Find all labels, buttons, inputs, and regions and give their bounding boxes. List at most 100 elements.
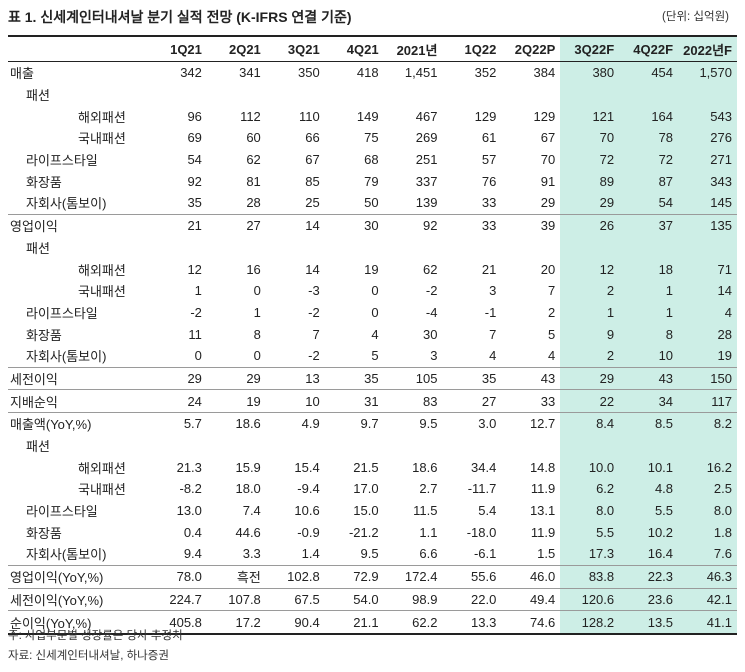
value-cell: 384 bbox=[533, 65, 556, 81]
value-cell: 62 bbox=[246, 152, 261, 168]
table-row: 세전이익(YoY,%) 224.7 107.8 67.5 54.0 98.9 22.0 49.… bbox=[8, 587, 737, 611]
value-cell: 9.5 bbox=[360, 546, 379, 562]
forecast-cell: 17.3 bbox=[560, 543, 620, 566]
row-label: 자회사(톰보이) bbox=[26, 547, 107, 563]
value-cell: 30 bbox=[423, 326, 438, 342]
value-cell bbox=[207, 435, 266, 457]
row-label: 라이프스타일 bbox=[26, 305, 98, 321]
forecast-cell: 10 bbox=[619, 344, 679, 368]
value-cell: 20 bbox=[540, 261, 556, 277]
table-title: 표 1. 신세계인터내셔날 분기 실적 전망 (K-IFRS 연결 기준) bbox=[8, 9, 352, 25]
value-cell: 251 bbox=[415, 152, 438, 168]
value-cell: 5 bbox=[548, 326, 556, 342]
table-row: 화장품 0.4 44.6 -0.9 -21.2 1.1 -18.0 11.9 5.5 10.2 1.… bbox=[8, 521, 737, 544]
row-label: 세전이익(YoY,%) bbox=[8, 587, 149, 611]
column-header-forecast: 3Q22F bbox=[560, 35, 620, 62]
row-label: 순이익(YoY,%) bbox=[8, 610, 149, 635]
row-label: 국내패션 bbox=[78, 131, 126, 147]
table-row: 자회사(톰보이) 35 28 25 50 139 33 29 29 54 145 bbox=[8, 192, 737, 215]
forecast-cell: 28 bbox=[678, 323, 737, 345]
row-label: 국내패션 bbox=[78, 482, 126, 498]
table-row: 영업이익 21 27 14 30 92 33 39 26 37 135 bbox=[8, 213, 737, 237]
forecast-cell: 271 bbox=[678, 148, 737, 171]
value-cell: 15.0 bbox=[353, 503, 379, 519]
forecast-cell: 71 bbox=[678, 258, 737, 280]
value-cell bbox=[325, 435, 384, 457]
value-cell: 11.9 bbox=[530, 481, 556, 497]
forecast-cell: 1,570 bbox=[678, 61, 737, 84]
table-row: 세전이익 29 29 13 35 105 35 43 29 43 150 bbox=[8, 366, 737, 390]
column-header: 4Q21 bbox=[324, 35, 384, 62]
forecast-cell: 9 bbox=[560, 323, 620, 345]
forecast-cell: 19 bbox=[678, 344, 737, 368]
column-header: 1Q22 bbox=[442, 35, 502, 62]
row-label: 라이프스타일 bbox=[26, 504, 98, 520]
row-label: 패션 bbox=[26, 88, 50, 104]
value-cell: 흑전 bbox=[206, 564, 266, 588]
forecast-cell: 23.6 bbox=[619, 587, 679, 611]
value-cell: 107.8 bbox=[206, 587, 266, 611]
value-cell: 33 bbox=[481, 195, 497, 211]
value-cell: 10 bbox=[265, 389, 325, 413]
table-row: 화장품 11 8 7 4 30 7 5 9 8 28 bbox=[8, 323, 737, 345]
forecast-cell bbox=[619, 83, 679, 106]
row-label: 자회사(톰보이) bbox=[26, 196, 107, 212]
table-row: 라이프스타일 -2 1 -2 0 -4 -1 2 1 1 4 bbox=[8, 301, 737, 324]
value-cell: 30 bbox=[324, 213, 384, 237]
value-cell: 11.9 bbox=[530, 524, 556, 540]
value-cell: 54 bbox=[187, 152, 202, 168]
row-label: 자회사(톰보이) bbox=[26, 349, 107, 365]
value-cell: 11 bbox=[188, 326, 202, 342]
value-cell: 405.8 bbox=[148, 610, 207, 635]
forecast-cell: 120.6 bbox=[560, 587, 620, 611]
value-cell: 12 bbox=[187, 261, 202, 277]
value-cell bbox=[148, 84, 207, 106]
table-row: 패션 bbox=[8, 434, 737, 457]
header-label-cell bbox=[8, 35, 149, 62]
row-label: 영업이익 bbox=[8, 213, 149, 237]
forecast-cell bbox=[560, 83, 620, 106]
value-cell: 15.4 bbox=[294, 459, 320, 475]
value-cell bbox=[501, 435, 560, 457]
row-label: 지배순익 bbox=[8, 389, 149, 413]
value-cell: 67 bbox=[540, 130, 556, 146]
value-cell bbox=[501, 84, 560, 106]
forecast-cell: 135 bbox=[678, 213, 737, 237]
column-header: 2Q22P bbox=[501, 35, 561, 62]
value-cell: 35 bbox=[442, 366, 502, 390]
value-cell: 18.6 bbox=[412, 459, 438, 475]
value-cell: 1.1 bbox=[419, 524, 438, 540]
table-row: 패션 bbox=[8, 83, 737, 106]
forecast-cell: 16.4 bbox=[619, 543, 679, 566]
row-label: 화장품 bbox=[26, 174, 62, 190]
forecast-cell: 8.0 bbox=[560, 499, 620, 522]
value-cell: 5 bbox=[371, 348, 379, 364]
value-cell: 0 bbox=[371, 304, 379, 320]
value-cell: 33 bbox=[501, 389, 561, 413]
value-cell: 96 bbox=[187, 108, 202, 124]
value-cell: 76 bbox=[481, 173, 497, 189]
table-row: 국내패션 -8.2 18.0 -9.4 17.0 2.7 -11.7 11.9 6.2 4.8 2.… bbox=[8, 478, 737, 500]
forecast-cell: 41.1 bbox=[678, 610, 737, 635]
value-cell: 49.4 bbox=[501, 587, 561, 611]
column-header: 2021년 bbox=[383, 35, 443, 62]
value-cell: 17.0 bbox=[353, 481, 379, 497]
value-cell: 4 bbox=[548, 348, 556, 364]
row-label: 영업이익(YoY,%) bbox=[8, 564, 149, 588]
value-cell: 17.2 bbox=[206, 610, 266, 635]
forecast-cell: 454 bbox=[619, 61, 679, 84]
value-cell: -2 bbox=[308, 304, 320, 320]
value-cell: 85 bbox=[305, 173, 320, 189]
table-row: 화장품 92 81 85 79 337 76 91 89 87 343 bbox=[8, 170, 737, 193]
value-cell: 27 bbox=[206, 213, 266, 237]
forecast-cell: 1 bbox=[560, 301, 620, 324]
value-cell: 418 bbox=[356, 65, 379, 81]
value-cell: 102.8 bbox=[265, 564, 325, 588]
value-cell: 14 bbox=[305, 261, 320, 277]
value-cell: 55.6 bbox=[442, 564, 502, 588]
value-cell: 50 bbox=[364, 195, 379, 211]
value-cell: 7 bbox=[489, 326, 497, 342]
value-cell: 62 bbox=[423, 261, 438, 277]
forecast-cell: 26 bbox=[560, 213, 620, 237]
forecast-cell: 117 bbox=[678, 389, 737, 413]
